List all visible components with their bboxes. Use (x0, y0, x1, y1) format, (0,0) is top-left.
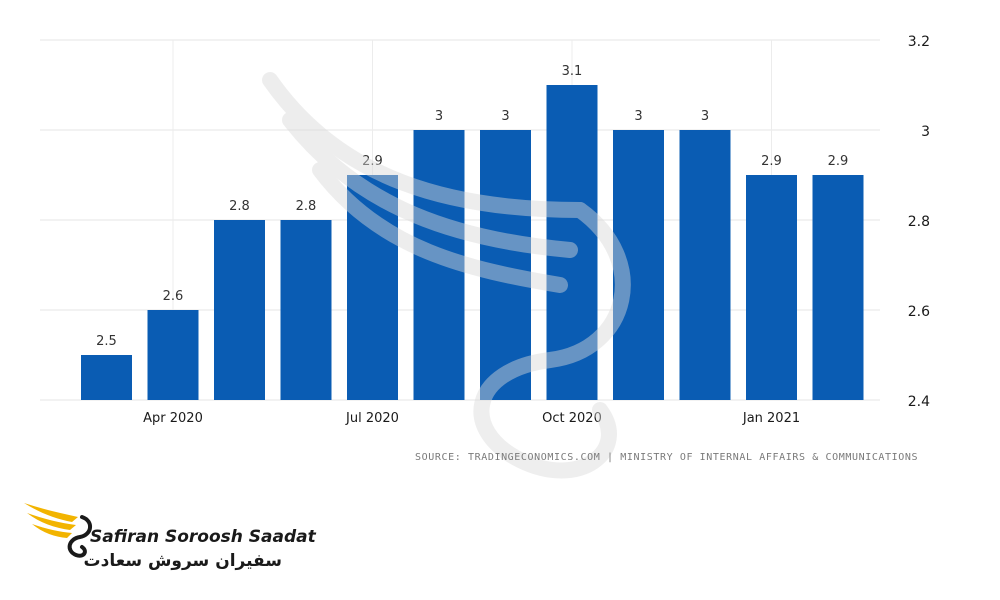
brand-logo: Safiran Soroosh Saadat سفیران سروش سعادت (22, 495, 316, 580)
y-tick-label: 3 (921, 124, 930, 140)
data-label: 3.1 (562, 64, 583, 79)
bar (81, 355, 132, 400)
x-tick-label: Jan 2021 (742, 411, 800, 426)
data-label: 3 (501, 109, 509, 124)
data-label: 2.9 (828, 154, 849, 169)
data-labels: 2.5 2.6 2.8 2.8 2.9 3 3 3.1 3 3 2.9 2.9 (96, 64, 848, 349)
x-tick-label: Oct 2020 (542, 411, 602, 426)
bar (546, 85, 598, 400)
data-label: 2.9 (761, 154, 782, 169)
bar (480, 130, 531, 400)
data-label: 2.5 (96, 334, 117, 349)
bar (280, 220, 332, 400)
brand-name-fa: سفیران سروش سعادت (83, 551, 282, 571)
data-label: 2.8 (296, 199, 317, 214)
data-label: 2.8 (229, 199, 250, 214)
data-label: 3 (435, 109, 443, 124)
bar (613, 130, 664, 400)
bar (147, 310, 199, 400)
bar (746, 175, 797, 400)
y-axis-ticks: 2.4 2.6 2.8 3 3.2 (908, 34, 930, 410)
brand-name-en: Safiran Soroosh Saadat (90, 527, 316, 547)
data-label: 3 (634, 109, 642, 124)
y-tick-label: 2.8 (908, 214, 930, 230)
bar (347, 175, 398, 400)
bars (81, 85, 864, 400)
brand-emblem-icon (24, 503, 92, 558)
bar (214, 220, 265, 400)
bar (812, 175, 864, 400)
bar (679, 130, 731, 400)
data-label: 2.9 (362, 154, 383, 169)
x-tick-label: Jul 2020 (345, 411, 399, 426)
y-tick-label: 2.4 (908, 394, 930, 410)
data-label: 2.6 (163, 289, 184, 304)
x-tick-label: Apr 2020 (143, 411, 203, 426)
x-axis-ticks: Apr 2020 Jul 2020 Oct 2020 Jan 2021 (143, 411, 800, 426)
y-tick-label: 2.6 (908, 304, 930, 320)
source-note: SOURCE: TRADINGECONOMICS.COM | MINISTRY … (415, 452, 919, 463)
bar (413, 130, 465, 400)
y-tick-label: 3.2 (908, 34, 930, 50)
data-label: 3 (701, 109, 709, 124)
bar-chart: 2.5 2.6 2.8 2.8 2.9 3 3 3.1 3 3 2.9 2.9 Apr 2020 Jul… (40, 34, 930, 426)
